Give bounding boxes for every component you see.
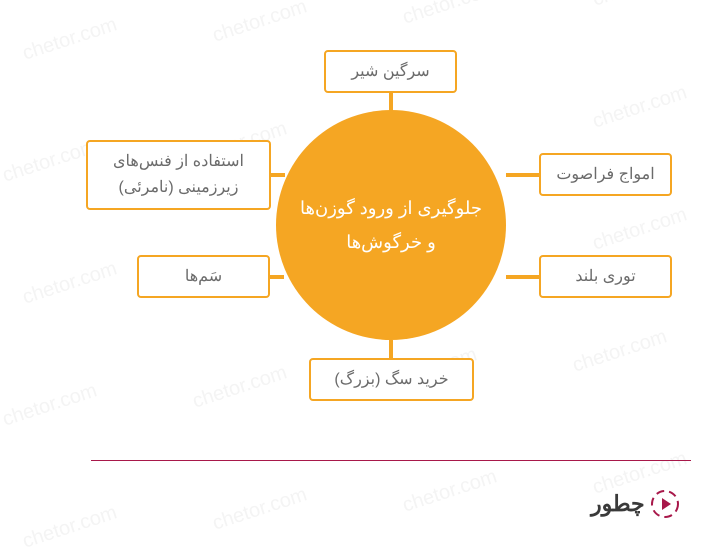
watermark: chetor.com <box>0 13 89 65</box>
watermark: chetor.com <box>0 501 89 553</box>
node-top: سرگین شیر <box>293 50 426 93</box>
connector <box>358 340 362 358</box>
node-bottom: خرید سگ (بزرگ) <box>278 358 443 401</box>
footer-divider <box>60 460 660 461</box>
connector <box>475 173 508 177</box>
watermark: chetor.com <box>369 465 469 517</box>
node-right-lower: توری بلند <box>508 255 641 298</box>
watermark: chetor.com <box>0 257 89 309</box>
watermark: chetor.com <box>539 325 639 377</box>
connector <box>358 93 362 111</box>
watermark: chetor.com <box>369 0 469 30</box>
center-node: جلوگیری از ورود گوزن‌ها و خرگوش‌ها <box>245 110 475 340</box>
brand-logo: چطور <box>560 490 648 518</box>
brand-name: چطور <box>560 491 614 517</box>
connector <box>475 275 508 279</box>
watermark: chetor.com <box>179 0 279 48</box>
node-left-lower: سَم‌ها <box>106 255 239 298</box>
play-icon <box>620 490 648 518</box>
node-right-upper: امواج فراصوت <box>508 153 641 196</box>
watermark: chetor.com <box>559 81 659 133</box>
watermark: chetor.com <box>179 483 279 535</box>
center-label: جلوگیری از ورود گوزن‌ها و خرگوش‌ها <box>265 191 455 259</box>
connector <box>239 275 253 279</box>
watermark: chetor.com <box>0 379 69 431</box>
diagram-canvas: chetor.com chetor.com chetor.com chetor.com… <box>0 0 720 549</box>
watermark: chetor.com <box>559 0 659 12</box>
node-left-upper: استفاده از فنس‌های زیرزمینی (نامرئی) <box>55 140 240 210</box>
watermark: chetor.com <box>559 203 659 255</box>
connector <box>240 173 254 177</box>
watermark: chetor.com <box>159 361 259 413</box>
